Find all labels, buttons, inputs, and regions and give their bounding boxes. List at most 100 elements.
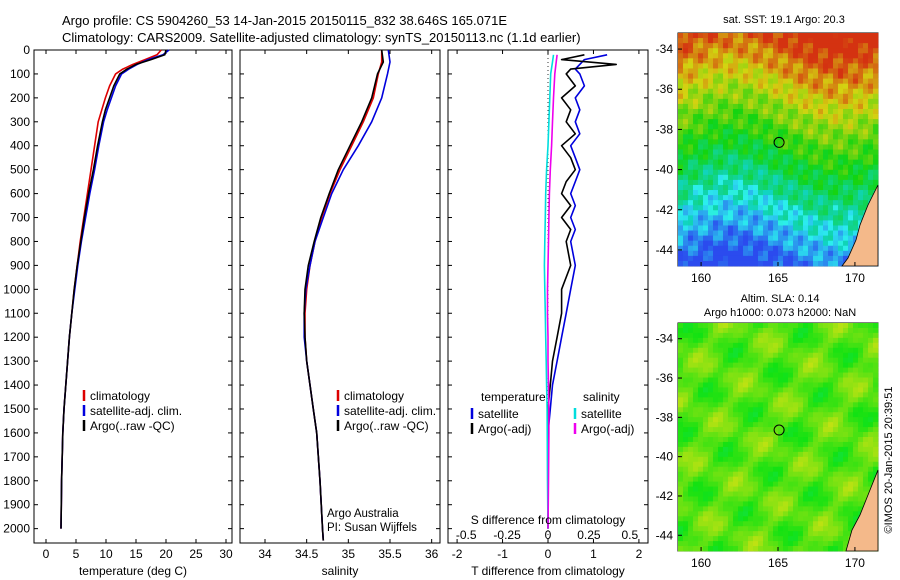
map-cell	[713, 38, 719, 44]
map-cell	[798, 48, 804, 54]
map-y-tick-label: -42	[656, 203, 674, 217]
map-cell	[688, 240, 694, 247]
map-cell	[743, 466, 749, 473]
map-cell	[798, 195, 804, 201]
map-cell	[693, 332, 699, 339]
map-cell	[858, 337, 864, 344]
map-cell	[793, 362, 799, 369]
map-cell	[728, 139, 734, 145]
map-cell	[763, 119, 769, 125]
map-cell	[748, 357, 754, 364]
map-cell	[823, 114, 829, 120]
map-cell	[713, 417, 719, 423]
map-cell	[833, 108, 839, 115]
map-cell	[683, 342, 689, 349]
map-cell	[803, 63, 809, 69]
map-cell	[683, 103, 689, 110]
map-cell	[773, 501, 779, 507]
map-cell	[678, 68, 684, 74]
map-cell	[773, 456, 779, 463]
map-cell	[843, 531, 849, 537]
map-cell	[753, 174, 759, 181]
map-cell	[678, 496, 684, 502]
map-cell	[853, 327, 859, 334]
map-cell	[783, 481, 789, 487]
map-cell	[858, 179, 864, 186]
map-cell	[778, 164, 784, 171]
salinity-xlabel: salinity	[322, 564, 359, 578]
map-cell	[818, 347, 824, 354]
map-cell	[768, 53, 774, 59]
map-cell	[848, 53, 854, 59]
map-cell	[803, 516, 809, 522]
y-tick-label: 0	[23, 43, 30, 57]
map-cell	[778, 546, 784, 552]
map-cell	[868, 33, 874, 39]
map-cell	[713, 210, 719, 216]
map-cell	[803, 466, 809, 473]
map-cell	[788, 134, 794, 140]
map-cell	[678, 245, 684, 252]
map-cell	[798, 466, 804, 473]
map-cell	[823, 417, 829, 423]
map-cell	[748, 103, 754, 110]
map-cell	[823, 387, 829, 393]
map-cell	[823, 43, 829, 49]
map-cell	[838, 342, 844, 349]
map-cell	[843, 323, 849, 329]
map-cell	[753, 83, 759, 90]
map-cell	[763, 108, 769, 115]
map-cell	[848, 114, 854, 120]
map-cell	[793, 215, 799, 221]
map-cell	[778, 63, 784, 69]
map-cell	[728, 88, 734, 95]
map-cell	[708, 43, 714, 49]
map-cell	[763, 407, 769, 413]
map-cell	[748, 332, 754, 339]
map-cell	[778, 53, 784, 59]
map-cell	[738, 38, 744, 44]
map-cell	[698, 149, 704, 155]
map-cell	[713, 332, 719, 339]
map-cell	[783, 432, 789, 438]
map-cell	[783, 225, 789, 231]
map-cell	[763, 461, 769, 468]
map-cell	[678, 149, 684, 155]
map-cell	[698, 195, 704, 201]
map-cell	[838, 139, 844, 145]
map-cell	[758, 230, 764, 237]
map-cell	[808, 417, 814, 423]
map-cell	[843, 501, 849, 507]
map-cell	[708, 486, 714, 492]
map-cell	[713, 230, 719, 237]
map-cell	[698, 382, 704, 388]
map-cell	[848, 48, 854, 54]
legend-label-sal-satellite: satellite	[581, 407, 622, 421]
map-cell	[808, 323, 814, 329]
map-cell	[758, 323, 764, 329]
map-cell	[828, 392, 834, 398]
map-cell	[733, 88, 739, 95]
map-cell	[693, 149, 699, 155]
map-cell	[803, 327, 809, 334]
map-cell	[858, 119, 864, 125]
map-cell	[718, 83, 724, 90]
map-cell	[838, 491, 844, 497]
map-cell	[813, 220, 819, 226]
map-cell	[858, 53, 864, 59]
map-cell	[688, 367, 694, 373]
map-cell	[808, 407, 814, 413]
map-cell	[863, 362, 869, 369]
map-cell	[678, 53, 684, 59]
map-cell	[738, 437, 744, 443]
map-cell	[733, 327, 739, 334]
map-cell	[873, 129, 879, 135]
map-cell	[828, 184, 834, 191]
map-cell	[873, 164, 879, 171]
map-cell	[718, 164, 724, 171]
map-cell	[868, 332, 874, 339]
map-cell	[693, 58, 699, 64]
map-cell	[713, 220, 719, 226]
map-cell	[803, 200, 809, 206]
map-cell	[778, 521, 784, 527]
